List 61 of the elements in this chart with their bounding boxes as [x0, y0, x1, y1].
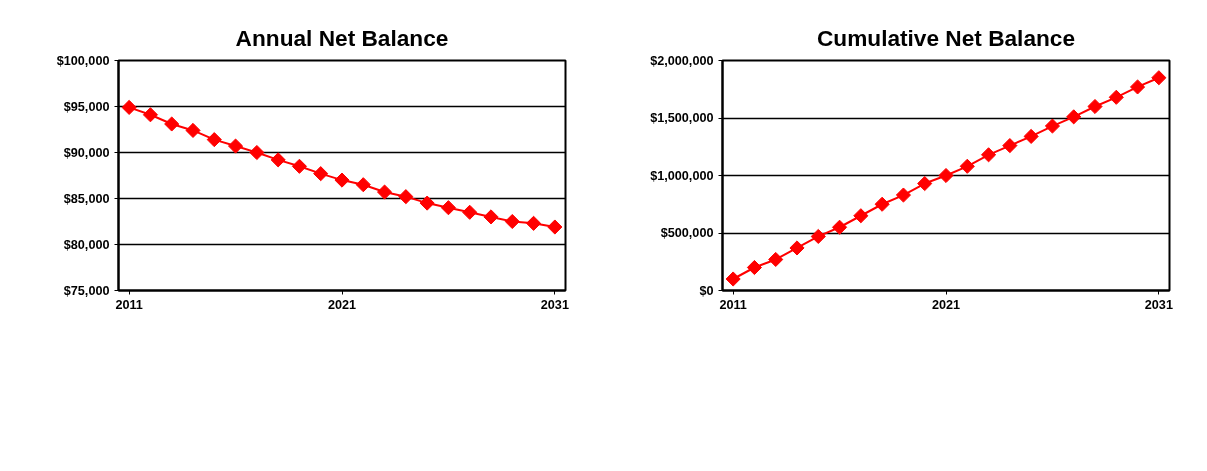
point — [874, 196, 890, 212]
point — [462, 204, 478, 220]
point — [789, 240, 805, 256]
y-tick-label: $75,000 — [63, 283, 110, 298]
y-tick-label: $80,000 — [63, 237, 110, 252]
point — [440, 200, 456, 216]
point — [142, 107, 158, 123]
point — [1023, 128, 1039, 144]
x-tick-label: 2021 — [327, 297, 357, 312]
point — [291, 158, 307, 174]
chart-title: Cumulative Net Balance — [816, 24, 1076, 51]
y-tick-label: $90,000 — [63, 145, 110, 160]
x-tick-label: 2021 — [931, 297, 961, 312]
point — [917, 175, 933, 192]
point — [1044, 118, 1060, 134]
y-tick-label: $500,000 — [660, 226, 714, 240]
point — [313, 166, 329, 182]
point — [228, 138, 244, 154]
point — [746, 259, 762, 276]
point — [121, 99, 137, 115]
point — [334, 172, 350, 188]
point — [398, 189, 414, 205]
point — [768, 251, 784, 268]
point — [355, 177, 371, 193]
x-tick-label: 2011 — [115, 297, 143, 312]
point — [1130, 79, 1146, 95]
point — [206, 132, 222, 148]
point — [810, 228, 826, 245]
point — [504, 213, 520, 230]
point — [981, 147, 997, 163]
point — [185, 122, 201, 138]
point — [1002, 138, 1018, 154]
y-tick-label: $2,000,000 — [650, 53, 714, 68]
y-tick-label: $1,000,000 — [650, 168, 714, 183]
x-tick-label: 2031 — [1144, 297, 1173, 312]
point — [483, 209, 499, 225]
x-tick-label: 2011 — [719, 297, 747, 312]
point — [1108, 89, 1124, 105]
point — [938, 167, 954, 184]
point — [853, 208, 869, 224]
point — [832, 219, 848, 235]
y-tick-label: $1,500,000 — [650, 111, 714, 125]
point — [377, 184, 393, 200]
point — [249, 144, 265, 161]
point — [1151, 70, 1167, 86]
point — [526, 215, 542, 231]
point — [959, 158, 975, 174]
point — [1087, 98, 1103, 115]
y-tick-label: $95,000 — [63, 99, 110, 114]
point — [419, 195, 435, 211]
point — [1066, 109, 1082, 125]
x-tick-label: 2031 — [540, 297, 569, 312]
y-tick-label: $85,000 — [63, 191, 110, 206]
point — [164, 116, 180, 132]
point — [725, 271, 741, 287]
point — [547, 219, 563, 235]
point — [270, 152, 286, 168]
point — [895, 187, 911, 203]
y-tick-label: $0 — [699, 283, 714, 298]
y-tick-label: $100,000 — [56, 53, 110, 68]
chart-title: Annual Net Balance — [235, 24, 449, 51]
